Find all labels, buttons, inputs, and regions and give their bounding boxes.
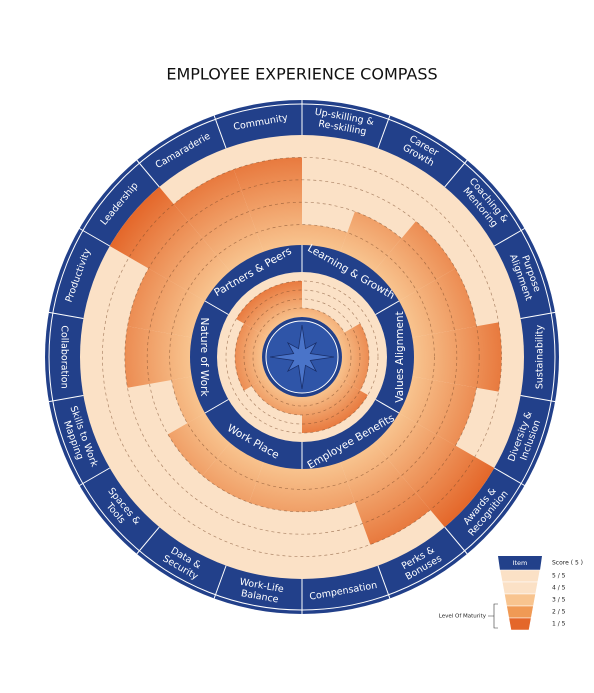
inner-level-ring xyxy=(234,289,370,425)
legend-level: 3 / 5 xyxy=(552,597,566,604)
inner-label: Values Alignment xyxy=(394,311,406,402)
inner-wedge xyxy=(336,323,369,391)
inner-wedge xyxy=(234,323,268,391)
score-wedge xyxy=(127,268,207,338)
level-ring xyxy=(169,224,435,490)
legend-level: 1 / 5 xyxy=(552,621,566,628)
ring-divider xyxy=(375,399,400,414)
inner-label: Nature of Work xyxy=(198,318,210,398)
ring-divider xyxy=(79,228,110,247)
inner-wedge xyxy=(251,377,302,415)
score-wedge xyxy=(339,441,431,545)
inner-wedge xyxy=(236,281,302,337)
score-wedge xyxy=(339,211,402,273)
legend-band xyxy=(508,617,532,631)
legend-level: 2 / 5 xyxy=(552,609,566,616)
legend-level: 5 / 5 xyxy=(552,573,566,580)
legend-note: Level Of Maturity xyxy=(439,614,487,620)
ring-divider xyxy=(136,526,160,555)
ring-divider xyxy=(444,526,468,555)
inner-wedge xyxy=(302,308,345,337)
score-wedge xyxy=(397,268,477,338)
legend-band xyxy=(504,593,536,607)
ring-divider xyxy=(375,300,400,315)
ring-divider xyxy=(520,311,556,319)
ring-divider xyxy=(48,395,84,403)
score-wedge xyxy=(173,169,265,273)
legend-bracket xyxy=(488,603,498,629)
legend-header xyxy=(498,556,542,570)
score-wedge xyxy=(109,186,232,302)
legend-band xyxy=(506,605,534,619)
outer-label: Collaboration xyxy=(59,325,70,388)
score-wedge xyxy=(372,221,456,302)
compass-star xyxy=(269,324,335,390)
ring-divider xyxy=(494,228,525,247)
ring-divider xyxy=(204,300,229,315)
score-wedge xyxy=(202,441,265,503)
ring-divider xyxy=(213,565,227,599)
outer-label: Sustainability xyxy=(535,324,546,389)
score-wedge xyxy=(410,322,502,392)
legend-header-text: Item xyxy=(513,559,528,567)
ring-divider xyxy=(520,395,556,403)
score-wedge xyxy=(124,326,194,388)
ring-divider xyxy=(136,159,160,188)
score-wedge xyxy=(249,460,302,512)
score-wedge xyxy=(233,157,302,254)
ring-divider xyxy=(377,565,391,599)
score-wedge xyxy=(372,412,495,528)
ring-divider xyxy=(204,399,229,414)
ring-divider xyxy=(213,115,227,149)
legend-band xyxy=(501,581,539,595)
ring-divider xyxy=(48,311,84,319)
score-wedge xyxy=(302,460,355,512)
level-ring xyxy=(124,179,480,535)
inner-level-ring xyxy=(243,298,361,416)
score-wedge xyxy=(171,376,207,424)
ring-divider xyxy=(377,115,391,149)
legend-score: Score ( 5 ) xyxy=(552,560,583,567)
ring-divider xyxy=(494,467,525,486)
ring-divider xyxy=(444,159,468,188)
level-ring xyxy=(146,201,458,513)
legend-band xyxy=(499,569,541,583)
chart-title: EMPLOYEE EXPERIENCE COMPASS xyxy=(166,65,437,84)
inner-level-ring xyxy=(252,307,352,407)
legend-level: 4 / 5 xyxy=(552,585,566,592)
ring-divider xyxy=(79,467,110,486)
level-ring xyxy=(102,157,502,557)
score-wedge xyxy=(397,376,477,446)
inner-level-ring xyxy=(225,280,379,434)
